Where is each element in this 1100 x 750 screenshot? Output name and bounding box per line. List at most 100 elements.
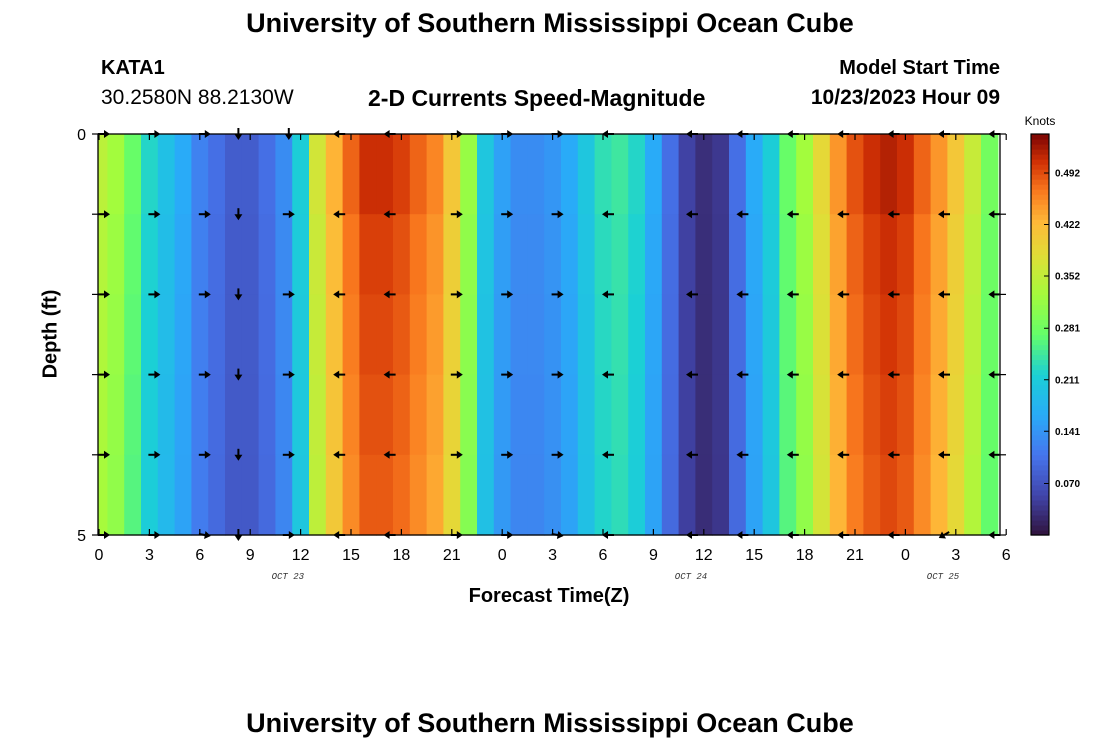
heatmap-cell: [981, 294, 999, 376]
colorbar-segment: [1031, 419, 1049, 426]
heatmap-cell: [275, 134, 293, 215]
y-tick-label: 5: [77, 528, 86, 545]
colorbar-segment: [1031, 444, 1049, 451]
colorbar-segment: [1031, 234, 1049, 240]
colorbar-segment: [1031, 214, 1049, 220]
heatmap-cell: [913, 134, 932, 215]
current-arrow: [887, 210, 900, 219]
x-tick-label: 9: [649, 547, 658, 564]
heatmap-cell: [510, 214, 528, 295]
current-arrow: [602, 370, 614, 379]
current-arrow: [282, 450, 295, 459]
page-title: University of Southern Mississippi Ocean…: [246, 8, 854, 38]
heatmap-cell: [577, 134, 596, 215]
colorbar-segment: [1031, 179, 1049, 185]
heatmap-cell: [107, 454, 125, 536]
heatmap-cell: [426, 454, 444, 536]
heatmap-cell: [309, 454, 327, 536]
heatmap-cell: [930, 134, 948, 215]
heatmap-cell: [863, 374, 881, 456]
colorbar-segment: [1031, 294, 1049, 301]
heatmap-cell: [796, 214, 814, 295]
colorbar-segment: [1031, 499, 1049, 506]
colorbar-tick-label: 0.492: [1055, 168, 1080, 179]
heatmap-cell: [846, 294, 864, 376]
heatmap-cell: [762, 374, 780, 456]
heatmap-cell: [611, 454, 629, 536]
current-arrow: [686, 531, 698, 539]
colorbar-segment: [1031, 504, 1049, 511]
heatmap-cell: [930, 454, 948, 536]
colorbar-tick-label: 0.281: [1055, 324, 1080, 335]
colorbar-segment: [1031, 454, 1049, 461]
colorbar-segment: [1031, 149, 1049, 155]
heatmap-cell: [678, 294, 696, 376]
colorbar-segment: [1031, 389, 1049, 396]
heatmap-cell: [745, 134, 764, 215]
colorbar-segment: [1031, 324, 1049, 331]
x-tick-label: 12: [695, 547, 713, 564]
heatmap-cell: [393, 214, 411, 295]
heatmap-cell: [241, 134, 260, 215]
heatmap-cell: [813, 374, 831, 456]
colorbar-segment: [1031, 374, 1049, 381]
heatmap-cell: [460, 214, 478, 295]
heatmap-cell: [897, 454, 915, 536]
current-arrow: [887, 531, 900, 539]
heatmap-cell: [443, 374, 461, 456]
colorbar-segment: [1031, 244, 1049, 250]
colorbar-segment: [1031, 359, 1049, 366]
heatmap-cell: [745, 374, 764, 456]
current-arrow: [988, 531, 1001, 539]
heatmap-cell: [577, 454, 596, 536]
current-arrow: [282, 531, 295, 539]
heatmap-cell: [275, 374, 293, 456]
heatmap-cell: [880, 454, 898, 536]
heatmap-cell: [393, 134, 411, 215]
heatmap-cell: [107, 134, 125, 215]
current-arrow: [786, 531, 799, 539]
heatmap-cell: [225, 214, 243, 295]
heatmap-cell: [208, 294, 226, 376]
colorbar-segment: [1031, 189, 1049, 195]
colorbar-segment: [1031, 424, 1049, 431]
colorbar-segment: [1031, 394, 1049, 401]
heatmap-cell: [258, 134, 276, 215]
heatmap-cell: [325, 134, 344, 215]
x-tick-label: 6: [1002, 547, 1011, 564]
colorbar-tick-label: 0.352: [1055, 272, 1080, 283]
x-tick-label: 0: [498, 547, 507, 564]
current-arrow: [988, 130, 1001, 138]
heatmap-cell: [359, 454, 377, 536]
heatmap-cell: [359, 374, 377, 456]
current-arrow: [686, 210, 698, 219]
current-arrow: [551, 290, 564, 299]
heatmap-cell: [611, 134, 629, 215]
heatmap-cell: [527, 454, 545, 536]
colorbar-title: Knots: [1025, 114, 1056, 128]
heatmap-cell: [275, 454, 293, 536]
colorbar-segment: [1031, 194, 1049, 200]
heatmap-cell: [141, 374, 159, 456]
heatmap-cell: [493, 454, 512, 536]
heatmap-cell: [477, 214, 495, 295]
heatmap-cell: [745, 214, 764, 295]
current-arrow: [988, 290, 1001, 299]
heatmap-cell: [225, 134, 243, 215]
current-arrow: [383, 531, 396, 539]
heatmap-cell: [762, 214, 780, 295]
colorbar-segment: [1031, 219, 1049, 225]
colorbar-segment: [1031, 259, 1049, 265]
heatmap-cell: [913, 294, 932, 376]
heatmap-cell: [510, 374, 528, 456]
heatmap-cell: [409, 214, 428, 295]
heatmap-cell: [191, 374, 209, 456]
x-tick-label: 9: [246, 547, 255, 564]
heatmap-cell: [309, 134, 327, 215]
heatmap-cell: [376, 214, 394, 295]
colorbar-segment: [1031, 509, 1049, 516]
model-start-label: Model Start Time: [839, 57, 1000, 79]
heatmap-cell: [208, 214, 226, 295]
colorbar-segment: [1031, 229, 1049, 235]
